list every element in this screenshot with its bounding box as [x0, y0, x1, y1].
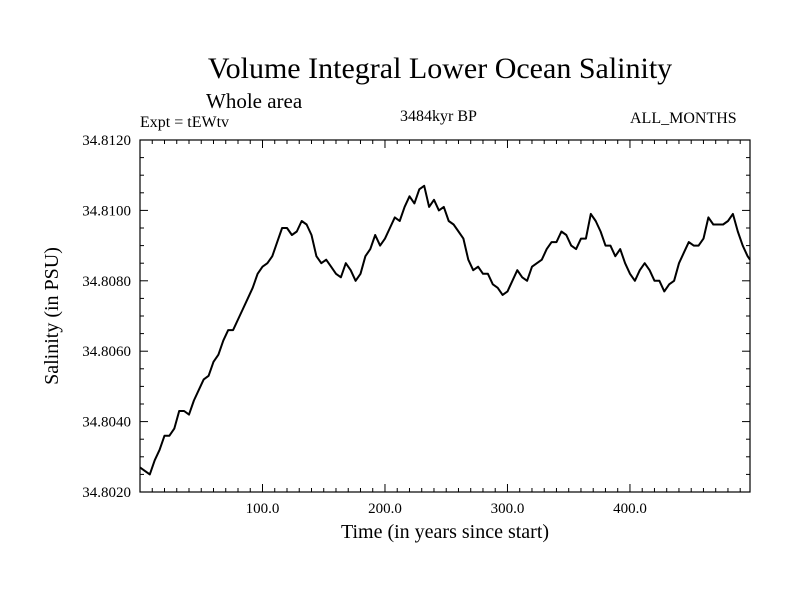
y-tick-label: 34.8020: [82, 485, 131, 501]
period-label: 3484kyr BP: [400, 108, 477, 125]
x-tick-label: 200.0: [368, 501, 402, 517]
y-tick-label: 34.8040: [82, 415, 131, 431]
y-tick-label: 34.8100: [82, 203, 131, 219]
x-tick-label: 100.0: [246, 501, 280, 517]
chart-title: Volume Integral Lower Ocean Salinity: [207, 52, 673, 85]
x-axis-label: Time (in years since start): [341, 521, 549, 543]
tick-labels: 100.0 200.0 300.0 400.0 34.8020 34.8040 34.806…: [82, 133, 647, 517]
x-tick-label: 400.0: [613, 501, 647, 517]
series-line-salinity: [139, 184, 751, 476]
tick-marks: [140, 140, 750, 492]
months-label: ALL_MONTHS: [630, 110, 737, 127]
y-axis-label: Salinity (in PSU): [41, 247, 63, 385]
plot-frame: [139, 139, 751, 493]
experiment-label: Expt = tEWtv: [140, 114, 230, 131]
x-tick-label: 300.0: [491, 501, 525, 517]
y-tick-label: 34.8080: [82, 274, 131, 290]
y-tick-label: 34.8060: [82, 344, 131, 360]
chart-subtitle: Whole area: [206, 89, 303, 113]
y-tick-label: 34.8120: [82, 133, 131, 149]
